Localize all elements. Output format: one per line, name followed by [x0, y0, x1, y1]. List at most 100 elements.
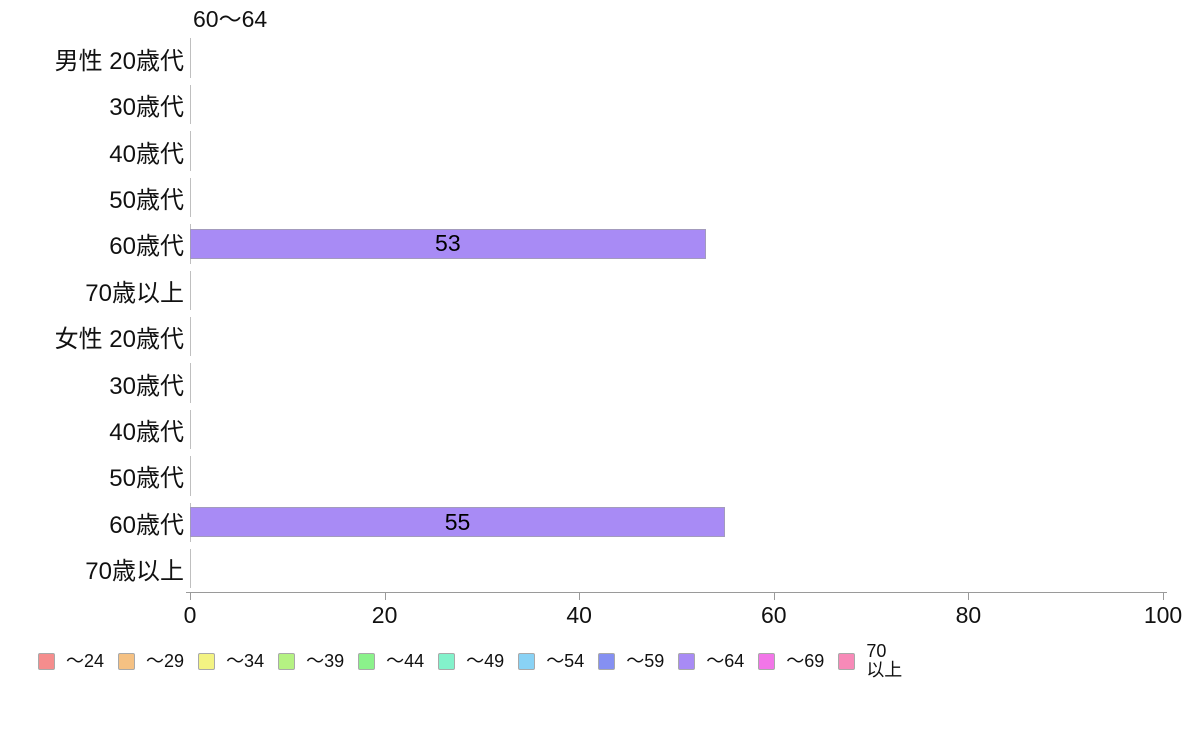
legend-swatch-icon: [198, 652, 216, 670]
category-row: 女性 20歳代: [0, 313, 1188, 359]
legend-swatch-icon: [598, 652, 616, 670]
category-row: 男性 20歳代: [0, 35, 1188, 81]
category-bar-area: [190, 174, 1163, 220]
x-tick: [384, 592, 386, 600]
zero-baseline-tick: [190, 548, 191, 589]
plot-area: 男性 20歳代 30歳代 40歳代 50歳代 60歳代 53 70歳以上 女性 20歳代 30歳…: [0, 35, 1188, 592]
category-bar-area: [190, 545, 1163, 591]
zero-baseline-tick: [190, 316, 191, 357]
x-tick-label: 40: [566, 602, 592, 628]
legend-swatch-icon: [678, 652, 696, 670]
zero-baseline-tick: [190, 38, 191, 78]
legend-item: 〜39: [278, 650, 345, 671]
x-tick-label: 80: [955, 602, 982, 628]
category-row: 40歳代: [0, 128, 1188, 174]
legend-item: 〜59: [598, 650, 665, 671]
category-row: 70歳以上: [0, 545, 1188, 591]
category-row: 40歳代: [0, 406, 1188, 452]
category-bar-area: [190, 313, 1163, 359]
zero-baseline-tick: [190, 84, 191, 125]
x-axis-line: [186, 592, 1167, 593]
category-bar-area: [190, 128, 1163, 174]
legend-swatch-icon: [278, 652, 296, 670]
legend: 〜24 〜29 〜34 〜39 〜44 〜49 〜54 〜59 〜64 〜69 70 以上: [38, 638, 916, 684]
legend-label: 〜54: [546, 650, 585, 671]
legend-label: 〜39: [306, 650, 345, 671]
zero-baseline-tick: [190, 456, 191, 496]
x-tick-label: 20: [371, 602, 398, 628]
legend-swatch-icon: [38, 652, 55, 670]
legend-label: 〜49: [466, 650, 505, 671]
legend-item: 70 以上: [838, 642, 902, 680]
category-row: 50歳代: [0, 174, 1188, 220]
category-bar-area: 55: [190, 499, 1163, 545]
bar-value-label: 53: [435, 230, 461, 257]
bar-value-label: 55: [444, 508, 471, 535]
category-label: 40歳代: [109, 418, 184, 446]
x-tick-label: 100: [1143, 602, 1183, 628]
category-label: 女性 20歳代: [54, 326, 184, 354]
legend-item: 〜44: [358, 650, 425, 671]
legend-item: 〜69: [758, 650, 825, 671]
category-label: 男性 20歳代: [54, 47, 184, 75]
legend-item: 〜29: [118, 650, 185, 671]
legend-swatch-icon: [838, 652, 856, 670]
category-bar-area: [190, 81, 1163, 127]
category-label: 50歳代: [109, 465, 184, 493]
legend-swatch-icon: [358, 652, 376, 670]
legend-item: 〜49: [438, 650, 505, 671]
legend-item: 〜64: [678, 650, 745, 671]
bar: 53: [190, 228, 706, 259]
category-bar-area: [190, 360, 1163, 406]
legend-label: 70 以上: [866, 641, 903, 680]
legend-label: 〜29: [146, 650, 185, 671]
zero-baseline-tick: [190, 363, 191, 403]
category-label: 60歳代: [109, 233, 184, 261]
legend-item: 〜54: [518, 650, 585, 671]
x-tick: [1163, 592, 1164, 600]
legend-swatch-icon: [518, 652, 536, 670]
chart-title: 60〜64: [193, 6, 268, 32]
category-label: 70歳以上: [85, 279, 184, 307]
category-bar-area: [190, 453, 1163, 499]
zero-baseline-tick: [190, 270, 191, 310]
legend-label: 〜69: [786, 650, 825, 671]
x-tick: [579, 592, 581, 600]
x-tick-label: 0: [183, 602, 197, 628]
category-row: 70歳以上: [0, 267, 1188, 313]
legend-label: 〜59: [626, 650, 665, 671]
category-label: 30歳代: [109, 94, 184, 122]
category-row: 30歳代: [0, 81, 1188, 127]
x-tick: [773, 592, 775, 600]
legend-item: 〜34: [198, 650, 265, 671]
legend-label: 〜64: [706, 650, 745, 671]
legend-label: 〜24: [66, 650, 105, 671]
zero-baseline-tick: [190, 131, 191, 171]
category-row: 60歳代 55: [0, 499, 1188, 545]
category-bar-area: [190, 35, 1163, 81]
category-bar-area: [190, 406, 1163, 452]
category-label: 50歳代: [109, 186, 184, 214]
x-tick: [190, 592, 191, 600]
category-label: 30歳代: [109, 372, 184, 400]
legend-label: 〜34: [226, 650, 265, 671]
category-label: 70歳以上: [85, 558, 184, 586]
x-tick-label: 60: [761, 602, 787, 628]
category-label: 40歳代: [109, 140, 184, 168]
legend-swatch-icon: [118, 652, 136, 670]
zero-baseline-tick: [190, 409, 191, 450]
bar: 55: [190, 507, 726, 538]
legend-label: 〜44: [386, 650, 425, 671]
category-label: 60歳代: [109, 511, 184, 539]
x-tick: [968, 592, 970, 600]
zero-baseline-tick: [190, 177, 191, 218]
category-row: 30歳代: [0, 360, 1188, 406]
category-row: 60歳代 53: [0, 221, 1188, 267]
category-row: 50歳代: [0, 453, 1188, 499]
category-bar-area: 53: [190, 221, 1163, 267]
category-bar-area: [190, 267, 1163, 313]
legend-swatch-icon: [438, 652, 456, 670]
legend-item: 〜24: [38, 650, 105, 671]
legend-swatch-icon: [758, 652, 776, 670]
